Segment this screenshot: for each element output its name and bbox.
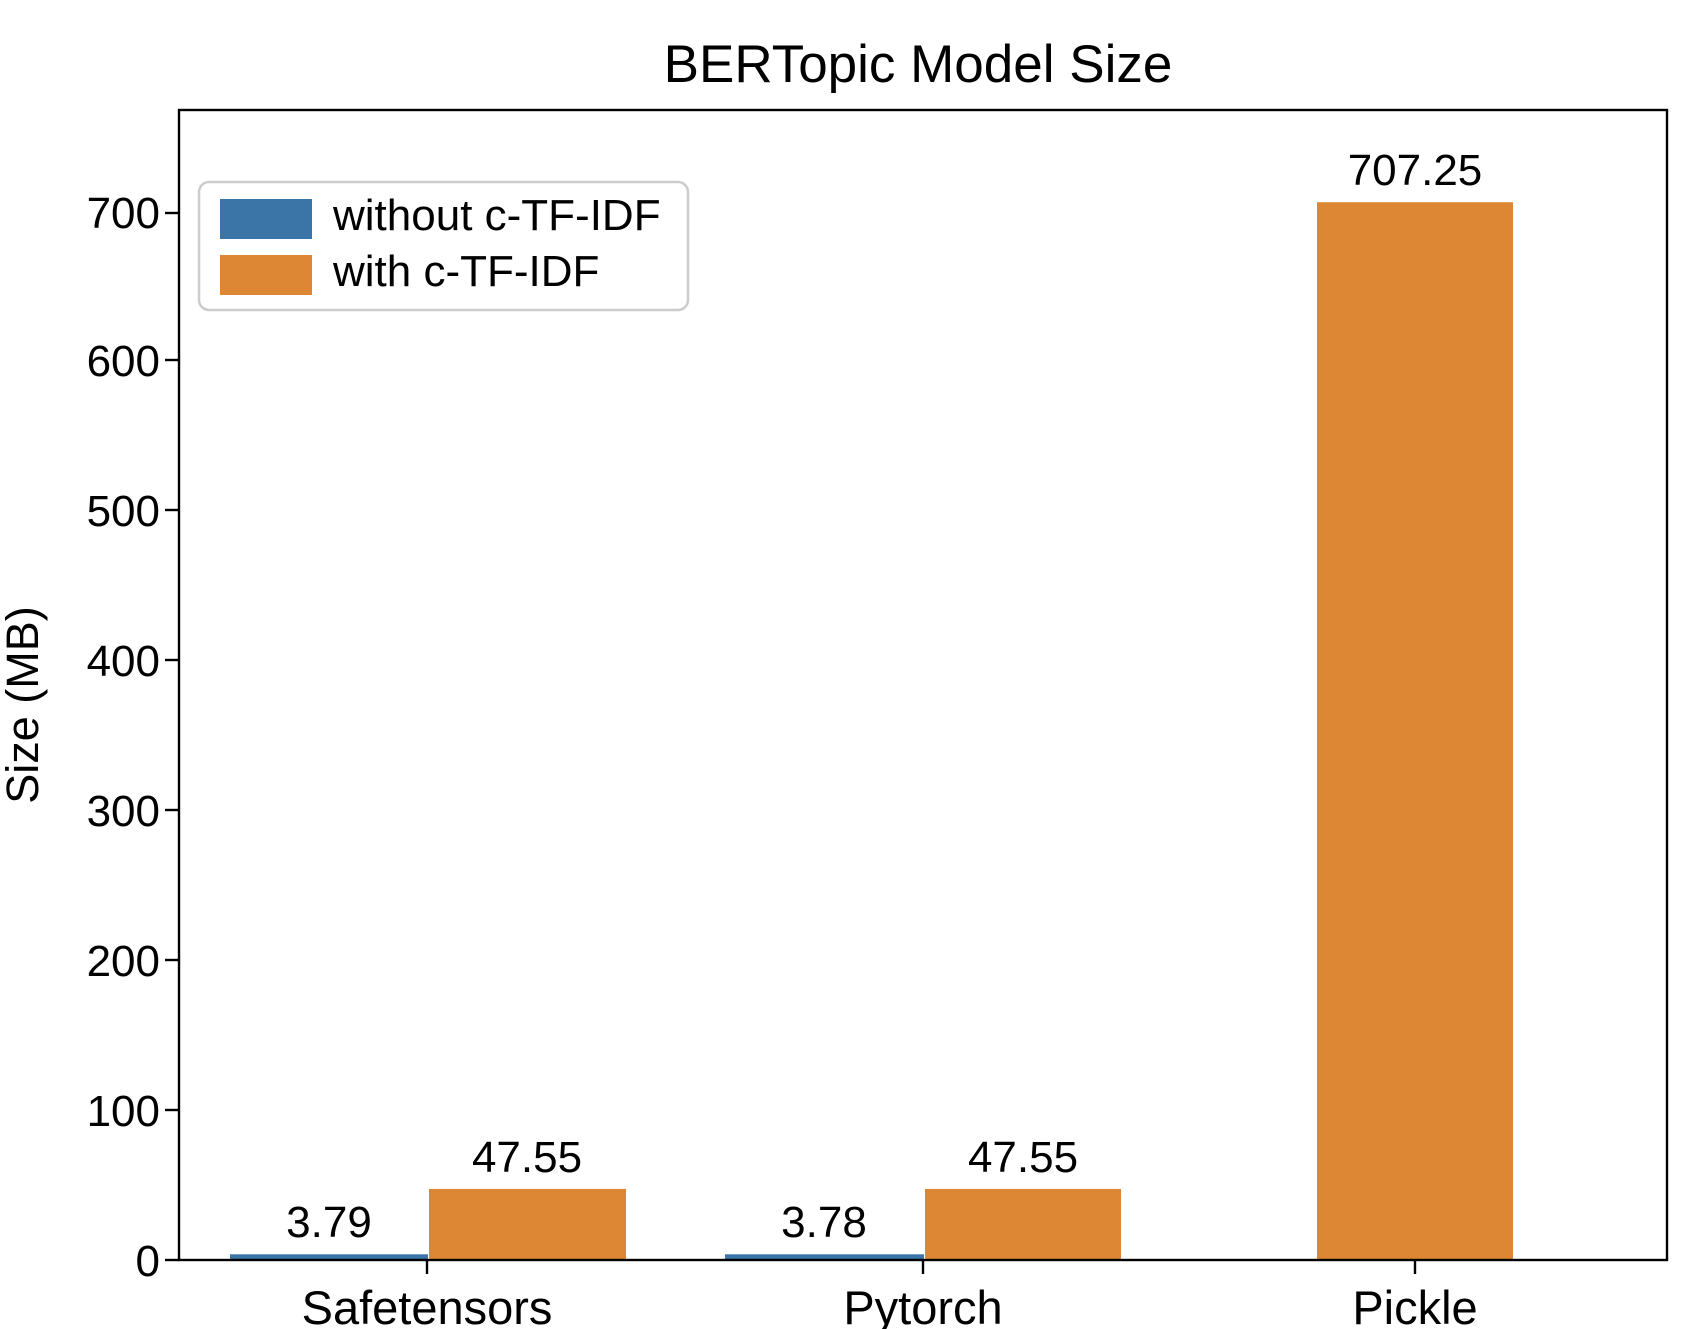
svg-text:with c-TF-IDF: with c-TF-IDF (332, 247, 599, 296)
svg-text:Pickle: Pickle (1352, 1281, 1477, 1329)
svg-text:3.79: 3.79 (286, 1198, 372, 1247)
svg-text:Pytorch: Pytorch (843, 1281, 1002, 1329)
svg-text:707.25: 707.25 (1348, 146, 1483, 195)
svg-text:600: 600 (87, 337, 160, 386)
svg-text:Size (MB): Size (MB) (0, 606, 48, 804)
svg-text:400: 400 (87, 637, 160, 686)
svg-text:100: 100 (87, 1087, 160, 1136)
svg-text:300: 300 (87, 787, 160, 836)
svg-text:3.78: 3.78 (781, 1198, 867, 1247)
svg-text:700: 700 (87, 189, 160, 238)
svg-text:200: 200 (87, 937, 160, 986)
svg-text:Safetensors: Safetensors (302, 1281, 553, 1329)
svg-text:0: 0 (136, 1237, 160, 1286)
svg-text:47.55: 47.55 (968, 1133, 1078, 1182)
svg-text:47.55: 47.55 (472, 1133, 582, 1182)
svg-text:without c-TF-IDF: without c-TF-IDF (332, 191, 661, 240)
svg-text:500: 500 (87, 487, 160, 536)
svg-text:BERTopic Model Size: BERTopic Model Size (664, 35, 1173, 94)
